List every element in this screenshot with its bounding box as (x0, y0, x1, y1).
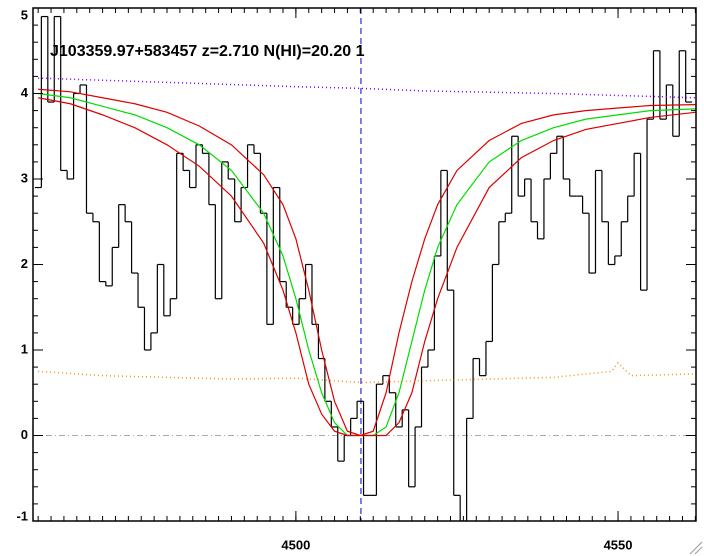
plot-area (33, 8, 696, 521)
y-tick-label: 5 (21, 7, 28, 22)
y-tick-label: 0 (21, 427, 28, 442)
series-line (38, 77, 696, 99)
series-line (38, 361, 696, 384)
resize-grip (689, 541, 703, 555)
chart-title: J103359.97+583457 z=2.710 N(HI)=20.20 1 (50, 43, 365, 60)
x-tick-label: 4550 (604, 537, 633, 552)
y-tick-label: 2 (21, 256, 28, 271)
x-tick-label: 4500 (281, 537, 310, 552)
y-tick-label: -1 (16, 508, 28, 523)
y-tick-label: 4 (21, 85, 29, 100)
step-riser (40, 16, 687, 521)
y-tick-label: 1 (21, 341, 28, 356)
series-line (38, 97, 696, 437)
y-tick-label: 3 (21, 170, 28, 185)
